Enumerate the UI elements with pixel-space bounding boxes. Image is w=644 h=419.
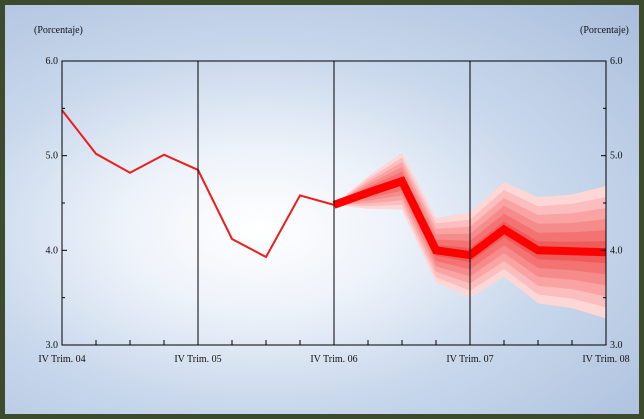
y-tick-label-right: 6.0: [610, 56, 623, 67]
x-tick-label: IV Trim. 05: [174, 354, 221, 365]
y-tick-label-right: 4.0: [610, 245, 623, 256]
y-tick-label-right: 5.0: [610, 151, 623, 162]
x-tick-label: IV Trim. 06: [310, 354, 357, 365]
axes: IV Trim. 04 IV Trim. 05 IV Trim. 06 IV Trim…: [38, 56, 629, 365]
fan-band: [334, 176, 606, 264]
y-axis-label-left: (Porcentaje): [34, 25, 83, 36]
y-tick-label-left: 5.0: [46, 151, 59, 162]
y-axis-label-right: (Porcentaje): [580, 25, 629, 36]
fan-chart: IV Trim. 04 IV Trim. 05 IV Trim. 06 IV Trim…: [34, 25, 630, 365]
y-tick-label-left: 3.0: [46, 340, 59, 351]
x-tick-label: IV Trim. 07: [446, 354, 493, 365]
y-tick-label-left: 6.0: [46, 56, 59, 67]
y-tick-label-left: 4.0: [46, 245, 59, 256]
x-tick-label: IV Trim. 04: [38, 354, 85, 365]
x-tick-label: IV Trim. 08: [582, 354, 629, 365]
y-tick-label-right: 3.0: [610, 340, 623, 351]
